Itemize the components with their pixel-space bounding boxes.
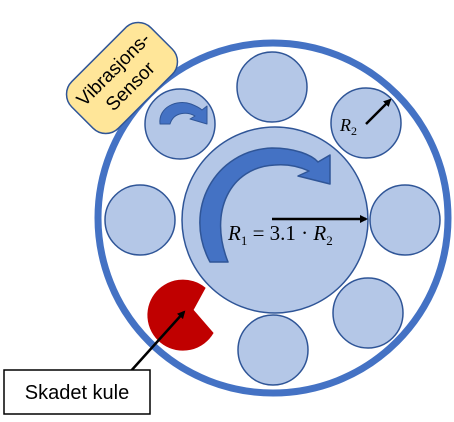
inner-radius-ratio-subscript: 2 bbox=[326, 233, 333, 248]
damaged-ball-label-box bbox=[3, 369, 151, 415]
damaged-ball-pointer bbox=[129, 310, 186, 373]
ball-top-left bbox=[144, 88, 216, 160]
inner-radius-subscript: 1 bbox=[241, 233, 248, 248]
inner-radius-formula: R1 = 3.1 · R2 bbox=[227, 221, 333, 248]
ball-right bbox=[369, 184, 441, 256]
ball-bottom bbox=[237, 314, 309, 386]
ball-top bbox=[236, 51, 308, 123]
ball-radius-arrow bbox=[365, 98, 392, 125]
vibration-sensor-box bbox=[65, 21, 179, 135]
ball-bottom-right bbox=[332, 277, 404, 349]
ball-radius-subscript: 2 bbox=[351, 124, 357, 138]
inner-radius-equals: = 3.1 · bbox=[247, 221, 313, 245]
rotation-arrow-small-icon bbox=[159, 102, 208, 125]
ball-radius-label: R2 bbox=[339, 115, 357, 138]
ball-radius-symbol: R bbox=[339, 115, 351, 135]
ball-left bbox=[104, 184, 176, 256]
inner-radius-ratio-symbol: R bbox=[312, 221, 326, 245]
rotation-arrow-large-icon bbox=[199, 147, 331, 263]
damaged-ball-label: Skadet kule bbox=[25, 382, 130, 404]
inner-radius-symbol: R bbox=[227, 221, 241, 245]
